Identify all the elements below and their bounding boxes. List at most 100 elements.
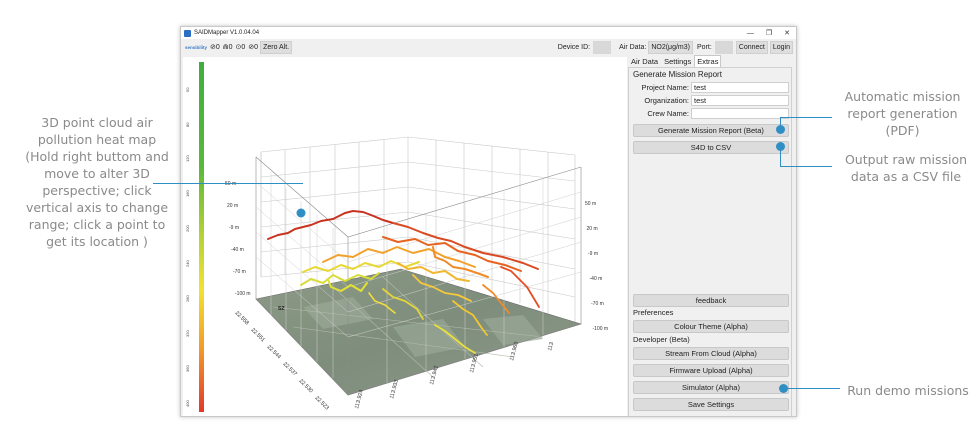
feedback-button[interactable]: feedback <box>633 294 789 307</box>
colorbar-tick-label: 280 <box>185 295 190 302</box>
status-gps: ⊘0 <box>210 44 220 51</box>
device-id-field[interactable] <box>593 40 612 54</box>
annotation-line: Run demo missions <box>847 383 969 398</box>
app-window: SAIDMapper V1.0.04.04 — ❐ ✕ sensibility … <box>180 26 797 417</box>
leader-line-heatmap <box>153 183 303 184</box>
annotation-heatmap: 3D point cloud air pollution heat map (H… <box>22 114 172 250</box>
tab-air-data[interactable]: Air Data <box>631 57 659 66</box>
annotation-line: perspective; click <box>42 183 152 198</box>
annotation-line: 3D point cloud air <box>41 115 153 130</box>
lat-axis-tick-label: 22.558 <box>234 310 250 326</box>
developer-label: Developer (Beta) <box>633 335 690 344</box>
z-axis-tick-label: -40 m <box>231 247 244 253</box>
toolbar: sensibility ⊘0 ⋒0 ⊙0 ⊘0 Zero Alt. Device… <box>181 39 796 55</box>
port-select[interactable] <box>714 40 733 54</box>
window-controls: — ❐ ✕ <box>747 27 790 39</box>
stream-from-cloud-button[interactable]: Stream From Cloud (Alpha) <box>633 347 789 360</box>
project-name-input[interactable]: test <box>691 82 789 93</box>
colorbar-tick-label: 160 <box>185 190 190 197</box>
annotation-line: Output raw mission <box>844 152 968 167</box>
tab-extras[interactable]: Extras <box>694 55 722 67</box>
annotation-csv: Output raw mission data as a CSV file <box>835 151 977 185</box>
lat-axis-tick-label: 22.523 <box>314 395 330 411</box>
annotation-demo: Run demo missions <box>843 382 973 399</box>
colorbar-tick-label: 400 <box>185 400 190 407</box>
z-axis-tick-label: 50 m <box>585 201 596 207</box>
lon-axis-tick-label: 113.933 <box>389 379 400 399</box>
annotation-line: report generation <box>847 106 958 121</box>
preferences-label: Preferences <box>633 308 674 317</box>
z-axis-tick-label: -9 m <box>588 251 598 257</box>
extras-tab-content: Generate Mission Report Project Name: te… <box>628 67 793 416</box>
panel-tabs: Air Data Settings Extras <box>628 55 792 67</box>
colorbar-tick-label: 80 <box>185 122 190 127</box>
organization-label: Organization: <box>644 96 689 105</box>
connect-button[interactable]: Connect <box>735 40 768 54</box>
annotation-line: vertical axis to change <box>25 200 169 215</box>
color-scale-bar[interactable] <box>199 62 204 412</box>
annotation-line: (Hold right buttom and <box>25 149 169 164</box>
z-axis-tick-label: 20 m <box>227 203 238 209</box>
colorbar-tick-label: 50 <box>185 87 190 92</box>
annotation-line: range; click a point to <box>28 217 166 232</box>
maximize-icon[interactable]: ❐ <box>765 30 773 37</box>
title-bar: SAIDMapper V1.0.04.04 — ❐ ✕ <box>181 27 796 39</box>
firmware-upload-button[interactable]: Firmware Upload (Alpha) <box>633 364 789 377</box>
section-title: Generate Mission Report <box>633 70 722 79</box>
status-alt: ⊘0 <box>248 44 259 51</box>
colour-theme-button[interactable]: Colour Theme (Alpha) <box>633 320 789 333</box>
status-wifi: ⋒0 <box>222 44 233 51</box>
zero-alt-button[interactable]: Zero Alt. <box>260 40 293 54</box>
leader-line-report <box>780 117 781 129</box>
side-panel: Air Data Settings Extras Generate Missio… <box>628 55 793 416</box>
lat-axis-tick-label: 22.530 <box>298 378 314 394</box>
leader-line-csv <box>780 146 781 166</box>
app-icon <box>184 29 191 37</box>
leader-line-demo <box>784 388 840 389</box>
z-axis-tick-label: -100 m <box>235 291 251 297</box>
login-button[interactable]: Login <box>769 40 793 54</box>
status-sensor: ⊙0 <box>235 44 246 51</box>
lat-axis-tick-label: 22.537 <box>282 361 298 377</box>
project-name-label: Project Name: <box>641 83 689 92</box>
generate-report-button[interactable]: Generate Mission Report (Beta) <box>633 124 789 137</box>
crew-name-label: Crew Name: <box>647 109 689 118</box>
colorbar-tick-label: 200 <box>185 225 190 232</box>
organization-input[interactable]: test <box>691 95 789 106</box>
simulator-annotation-dot <box>779 384 788 393</box>
air-data-select[interactable]: NO2(μg/m3) <box>648 40 693 54</box>
z-axis-tick-label: -100 m <box>593 326 609 332</box>
simulator-button[interactable]: Simulator (Alpha) <box>633 381 789 394</box>
leader-line-report-h <box>780 117 832 118</box>
annotation-line: Automatic mission <box>844 89 961 104</box>
colorbar-tick-label: 320 <box>185 330 190 337</box>
map-marker-label: SZ <box>278 306 284 312</box>
lat-axis-tick-label: 22.551 <box>250 327 266 343</box>
brand-logo: sensibility <box>185 44 208 50</box>
annotation-report: Automatic mission report generation (PDF… <box>835 88 970 139</box>
annotation-line: move to alter 3D <box>44 166 150 181</box>
z-axis-tick-label: -70 m <box>233 269 246 275</box>
z-axis-tick-label: -40 m <box>590 276 603 282</box>
organization-row: Organization: test <box>629 95 793 107</box>
lon-axis-tick-label: 113.942 <box>429 365 440 385</box>
lat-axis-tick-label: 22.544 <box>266 344 282 360</box>
s4d-to-csv-button[interactable]: S4D to CSV <box>633 141 789 154</box>
z-axis-tick-label: 50 m <box>225 181 236 187</box>
point-cloud-3d-plot[interactable]: 50 80 120 160 200 240 280 320 360 400 <box>183 57 627 417</box>
z-axis-tick-label: 20 m <box>587 226 598 232</box>
colorbar-tick-label: 240 <box>185 260 190 267</box>
plot-area[interactable]: 50 80 120 160 200 240 280 320 360 400 <box>183 57 627 417</box>
colorbar-tick-label: 120 <box>185 155 190 162</box>
z-axis-tick-label: -70 m <box>591 301 604 307</box>
lon-axis-tick-label: 113.960 <box>509 341 520 361</box>
minimize-icon[interactable]: — <box>746 29 754 37</box>
save-settings-button[interactable]: Save Settings <box>633 398 789 411</box>
close-icon[interactable]: ✕ <box>784 30 790 37</box>
crew-name-input[interactable] <box>691 108 789 119</box>
tab-settings[interactable]: Settings <box>664 57 692 66</box>
annotation-line: get its location ) <box>46 234 148 249</box>
lon-axis-tick-label: 113.951 <box>469 353 480 373</box>
lon-axis-tick-label: 113 <box>547 341 555 351</box>
device-id-label: Device ID: <box>557 43 591 51</box>
